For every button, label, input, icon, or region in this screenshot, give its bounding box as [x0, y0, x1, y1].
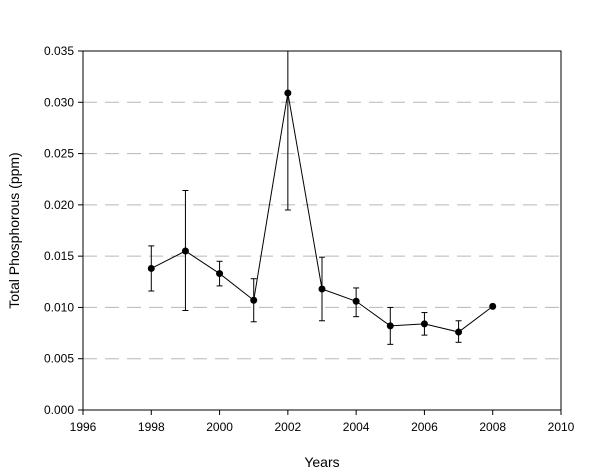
data-point — [420, 320, 428, 328]
y-tick-label: 0.000 — [44, 403, 74, 417]
x-tick-label: 1998 — [138, 420, 165, 434]
x-tick-label: 2000 — [206, 420, 233, 434]
data-point — [318, 285, 326, 293]
data-point — [352, 297, 360, 305]
data-point — [250, 296, 258, 304]
data-point — [386, 322, 394, 330]
y-axis-title: Total Phosphorous (ppm) — [6, 152, 22, 308]
data-point — [181, 247, 189, 255]
x-tick-label: 2008 — [479, 420, 506, 434]
y-tick-label: 0.030 — [44, 95, 74, 109]
x-tick-label: 2004 — [343, 420, 370, 434]
y-axis-ticks: 0.000 0.005 0.010 0.015 0.020 0.025 0.030 0.035 — [44, 44, 83, 417]
data-markers — [147, 89, 497, 336]
data-point — [455, 328, 463, 336]
y-tick-label: 0.020 — [44, 198, 74, 212]
x-tick-label: 1996 — [70, 420, 97, 434]
x-axis-title: Years — [304, 454, 339, 470]
y-tick-label: 0.005 — [44, 352, 74, 366]
y-tick-label: 0.010 — [44, 300, 74, 314]
x-tick-label: 2006 — [411, 420, 438, 434]
data-point — [216, 270, 224, 278]
error-bars — [148, 50, 462, 345]
data-point — [284, 89, 292, 97]
y-tick-label: 0.035 — [44, 44, 74, 58]
y-tick-label: 0.015 — [44, 249, 74, 263]
x-tick-label: 2010 — [548, 420, 575, 434]
data-point — [489, 302, 497, 310]
x-axis-ticks: 1996 1998 2000 2002 2004 2006 2008 2010 — [70, 410, 575, 434]
x-tick-label: 2002 — [275, 420, 302, 434]
plot-area-frame — [82, 50, 562, 411]
y-tick-label: 0.025 — [44, 147, 74, 161]
data-point — [147, 264, 155, 272]
gridlines — [83, 101, 561, 360]
